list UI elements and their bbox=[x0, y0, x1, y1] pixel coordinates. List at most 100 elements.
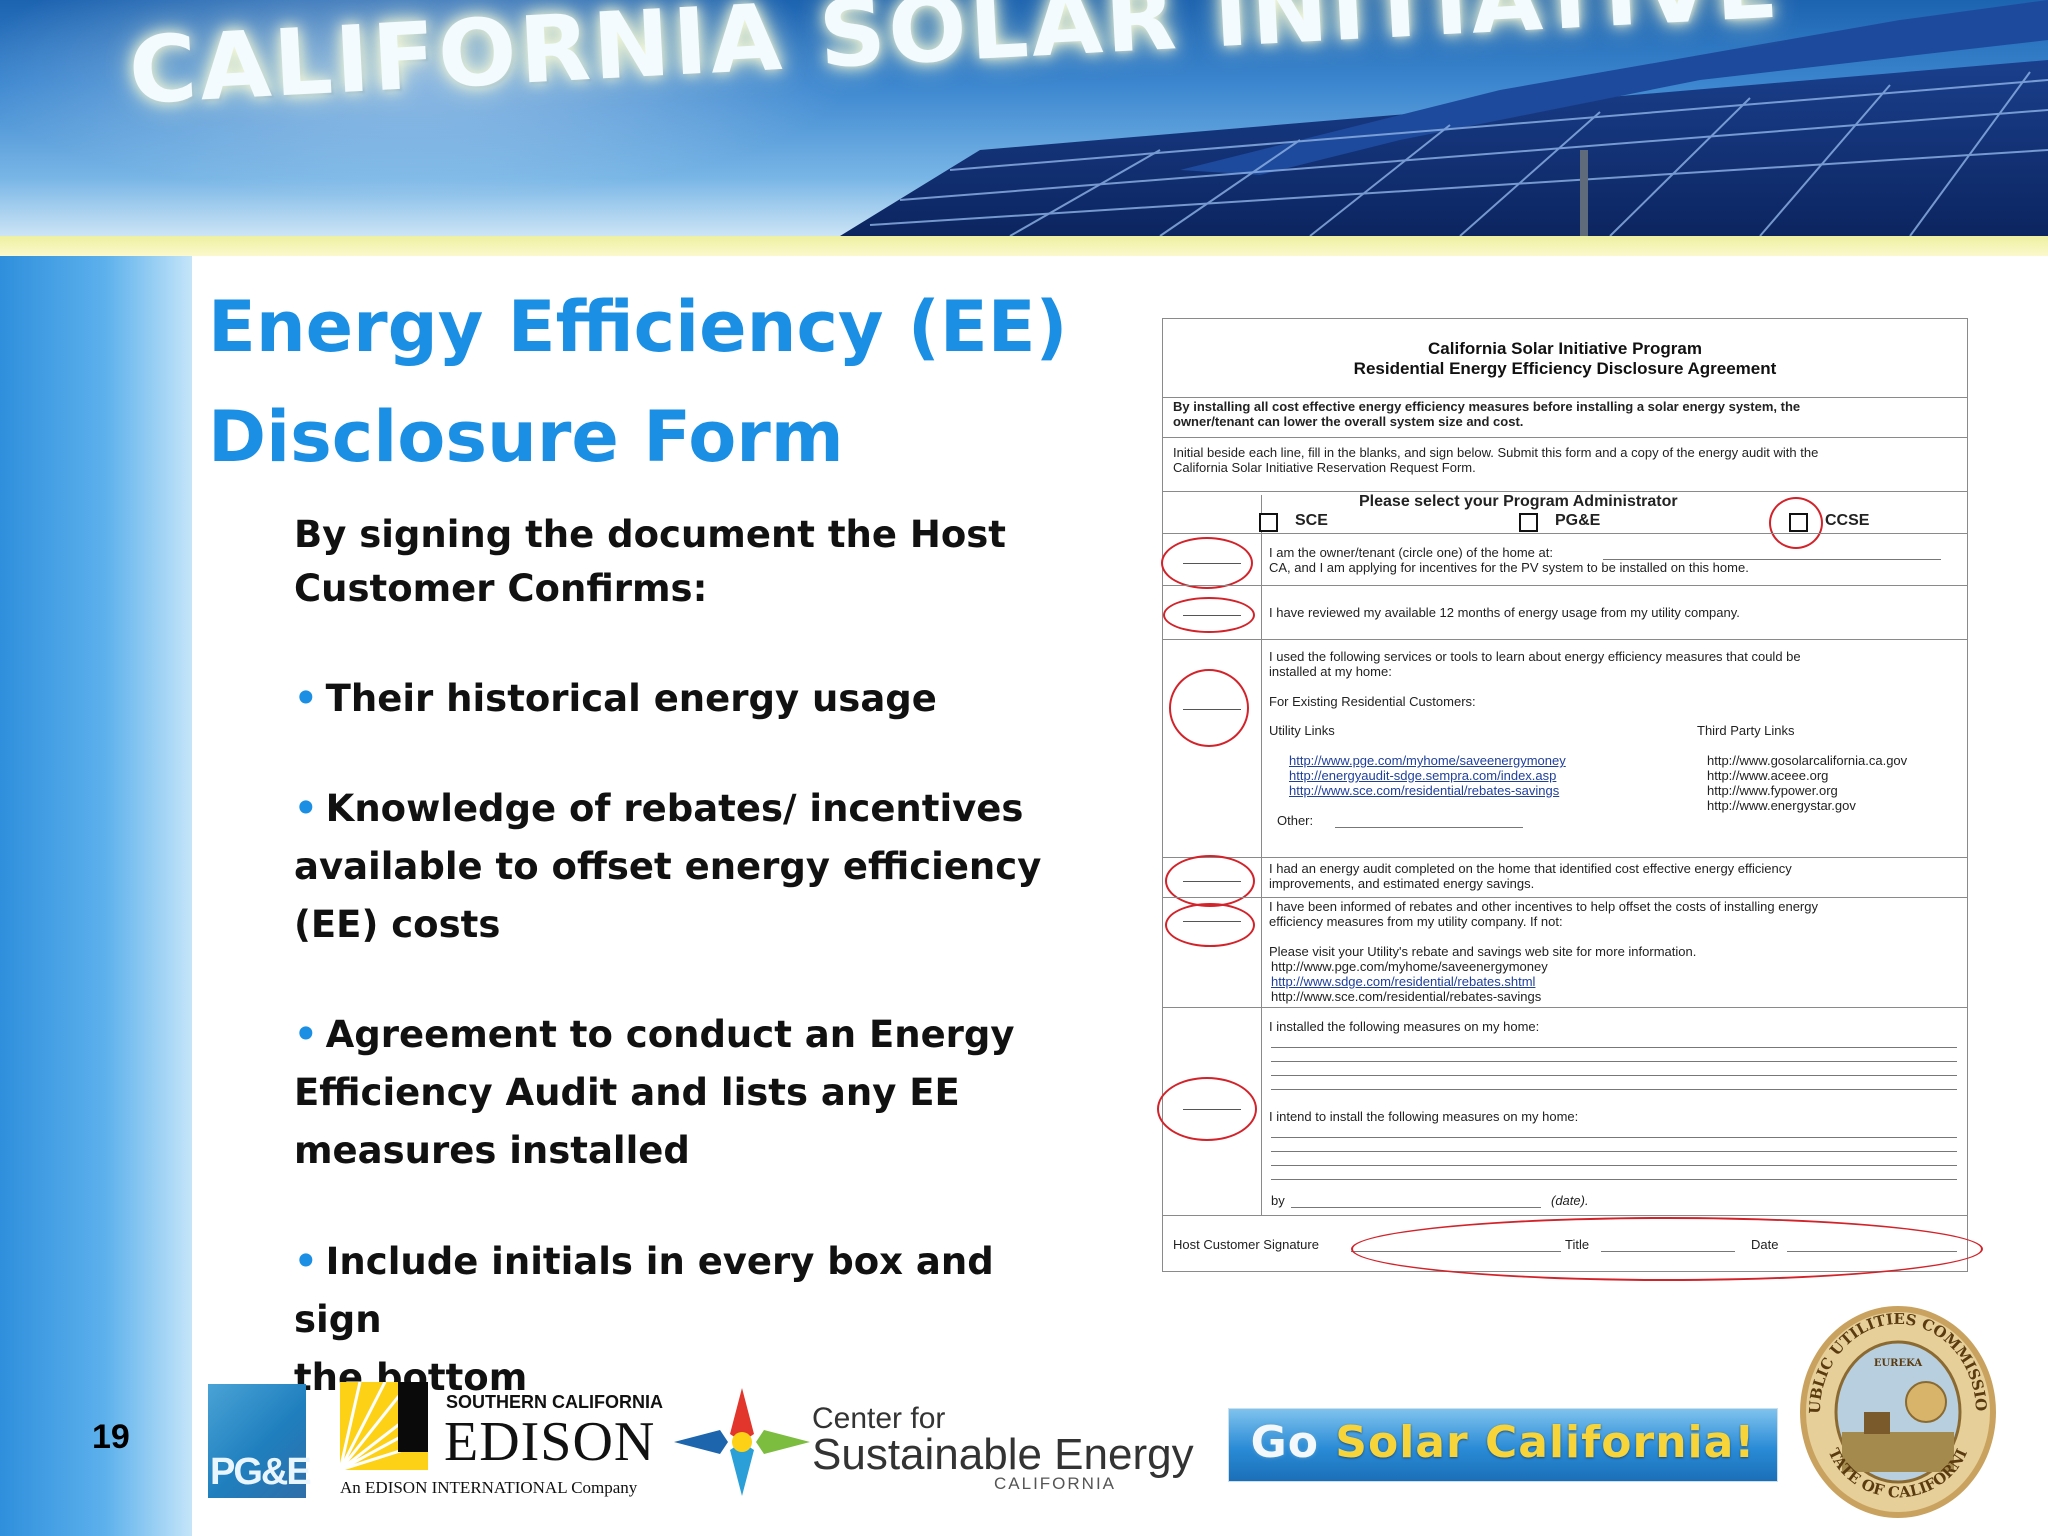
address-fill-line bbox=[1603, 559, 1941, 560]
admin-ccse-label: CCSE bbox=[1825, 512, 1870, 529]
third-party-link: http://www.fypower.org bbox=[1707, 783, 1838, 798]
seal-motto: EUREKA bbox=[1874, 1358, 1923, 1369]
bullet-dot: • bbox=[294, 1013, 318, 1056]
intend-measures-label: I intend to install the following measur… bbox=[1269, 1109, 1579, 1124]
bullet-line: Agreement to conduct an Energy bbox=[325, 1013, 1015, 1056]
form-intro-line-2: owner/tenant can lower the overall syste… bbox=[1173, 414, 1524, 429]
annotation-circle-signature bbox=[1351, 1217, 1983, 1281]
bullet-line: available to offset energy efficiency bbox=[294, 845, 1042, 888]
go-solar-text: Go Solar California! bbox=[1229, 1417, 1777, 1468]
by-label: by bbox=[1271, 1193, 1285, 1208]
third-party-link: http://www.aceee.org bbox=[1707, 768, 1829, 783]
measure-fill-line bbox=[1271, 1151, 1957, 1152]
measure-fill-line bbox=[1271, 1061, 1957, 1062]
banner-divider-strip bbox=[0, 236, 2048, 256]
host-signature-label: Host Customer Signature bbox=[1173, 1237, 1319, 1252]
cse-star-icon bbox=[674, 1388, 810, 1496]
sce-logo-subtitle: An EDISON INTERNATIONAL Company bbox=[340, 1478, 638, 1497]
reviewed-usage-text: I have reviewed my available 12 months o… bbox=[1269, 605, 1740, 620]
checkbox-sce bbox=[1259, 513, 1278, 532]
bullet-line: (EE) costs bbox=[294, 903, 501, 946]
utility-links-heading: Utility Links bbox=[1269, 723, 1335, 738]
intro-line-2: Customer Confirms: bbox=[294, 567, 708, 610]
header-banner: CALIFORNIA SOLAR INITIATIVE bbox=[0, 0, 2048, 238]
measure-fill-line bbox=[1271, 1137, 1957, 1138]
annotation-circle-initial bbox=[1165, 903, 1255, 947]
slide-title-line-1: Energy Efficiency (EE) bbox=[208, 286, 1068, 368]
cse-logo-line-1: Center for bbox=[812, 1402, 946, 1435]
bullet-historical-usage: • Their historical energy usage bbox=[294, 670, 1084, 728]
sce-sun-icon bbox=[340, 1382, 428, 1470]
checkbox-pge bbox=[1519, 513, 1538, 532]
used-tools-line-2: installed at my home: bbox=[1269, 664, 1392, 679]
existing-customers-label: For Existing Residential Customers: bbox=[1269, 694, 1476, 709]
visit-link: http://www.sce.com/residential/rebates-s… bbox=[1271, 989, 1542, 1004]
third-party-link: http://www.energystar.gov bbox=[1707, 798, 1856, 813]
utility-link: http://www.sce.com/residential/rebates-s… bbox=[1289, 783, 1560, 798]
go-solar-rest: Solar California! bbox=[1335, 1417, 1756, 1468]
left-accent-bar bbox=[0, 256, 192, 1536]
cse-logo-line-2: Sustainable Energy bbox=[812, 1430, 1194, 1479]
slide-title: Energy Efficiency (EE) Disclosure Form bbox=[208, 272, 1108, 492]
other-fill-line bbox=[1335, 827, 1523, 828]
bullet-line: Efficiency Audit and lists any EE bbox=[294, 1071, 960, 1114]
bullet-dot: • bbox=[294, 677, 318, 720]
sce-logo-main-text: EDISON bbox=[444, 1411, 656, 1473]
measure-fill-line bbox=[1271, 1089, 1957, 1090]
bullet-line: Knowledge of rebates/ incentives bbox=[325, 787, 1024, 830]
initials-column bbox=[1163, 495, 1262, 1215]
bullet-initials-sign: • Include initials in every box and sign … bbox=[294, 1233, 1084, 1407]
visit-site-text: Please visit your Utility's rebate and s… bbox=[1269, 944, 1697, 959]
banner-glow bbox=[0, 0, 860, 200]
solar-panels-image bbox=[840, 0, 2048, 238]
audit-line-2: improvements, and estimated energy savin… bbox=[1269, 876, 1535, 891]
annotation-circle-initial bbox=[1169, 669, 1249, 747]
measure-fill-line bbox=[1271, 1047, 1957, 1048]
form-divider bbox=[1163, 397, 1967, 398]
form-divider bbox=[1163, 639, 1967, 640]
date-paren-label: (date). bbox=[1551, 1193, 1589, 1208]
annotation-circle-initial bbox=[1165, 855, 1255, 907]
slide-title-line-2: Disclosure Form bbox=[208, 396, 844, 478]
bullet-dot: • bbox=[294, 787, 318, 830]
third-party-link: http://www.gosolarcalifornia.ca.gov bbox=[1707, 753, 1908, 768]
form-divider bbox=[1163, 1215, 1967, 1216]
intro-text: By signing the document the Host Custome… bbox=[294, 508, 1074, 616]
sce-logo-top-text: SOUTHERN CALIFORNIA bbox=[446, 1392, 663, 1412]
page-number: 19 bbox=[92, 1418, 130, 1456]
utility-link: http://energyaudit-sdge.sempra.com/index… bbox=[1289, 768, 1557, 783]
admin-heading: Please select your Program Administrator bbox=[1359, 493, 1678, 510]
admin-pge-label: PG&E bbox=[1555, 512, 1601, 529]
audit-line-1: I had an energy audit completed on the h… bbox=[1269, 861, 1792, 876]
intro-line-1: By signing the document the Host bbox=[294, 513, 1006, 556]
form-subtitle: Residential Energy Efficiency Disclosure… bbox=[1353, 359, 1777, 378]
bullet-line: measures installed bbox=[294, 1129, 690, 1172]
visit-link: http://www.pge.com/myhome/saveenergymone… bbox=[1271, 959, 1548, 974]
pge-logo-text: PG&E bbox=[210, 1451, 312, 1493]
informed-line-2: efficiency measures from my utility comp… bbox=[1269, 914, 1563, 929]
form-divider bbox=[1163, 437, 1967, 438]
utility-link: http://www.pge.com/myhome/saveenergymone… bbox=[1289, 753, 1566, 768]
owner-line-1: I am the owner/tenant (circle one) of th… bbox=[1269, 545, 1553, 560]
form-divider bbox=[1163, 1007, 1967, 1008]
form-divider bbox=[1163, 857, 1967, 858]
form-divider bbox=[1163, 897, 1967, 898]
installed-measures-label: I installed the following measures on my… bbox=[1269, 1019, 1540, 1034]
bullet-rebates-knowledge: • Knowledge of rebates/ incentives availa… bbox=[294, 780, 1084, 954]
bullet-line: Include initials in every box and sign bbox=[294, 1240, 994, 1341]
used-tools-line-1: I used the following services or tools t… bbox=[1269, 649, 1801, 664]
annotation-circle-ccse bbox=[1769, 497, 1823, 549]
admin-sce-label: SCE bbox=[1295, 512, 1328, 529]
measure-fill-line bbox=[1271, 1179, 1957, 1180]
form-instructions-line-2: California Solar Initiative Reservation … bbox=[1173, 460, 1476, 475]
annotation-circle-initial bbox=[1161, 537, 1253, 589]
measure-fill-line bbox=[1271, 1165, 1957, 1166]
bullet-dot: • bbox=[294, 1240, 318, 1283]
informed-line-1: I have been informed of rebates and othe… bbox=[1269, 899, 1818, 914]
pge-logo: PG&E bbox=[208, 1384, 312, 1498]
by-fill-line bbox=[1291, 1207, 1541, 1208]
form-divider bbox=[1163, 585, 1967, 586]
bullet-line: Their historical energy usage bbox=[325, 677, 937, 720]
cse-logo-line-3: CALIFORNIA bbox=[994, 1474, 1117, 1493]
form-title: California Solar Initiative Program bbox=[1428, 339, 1702, 358]
